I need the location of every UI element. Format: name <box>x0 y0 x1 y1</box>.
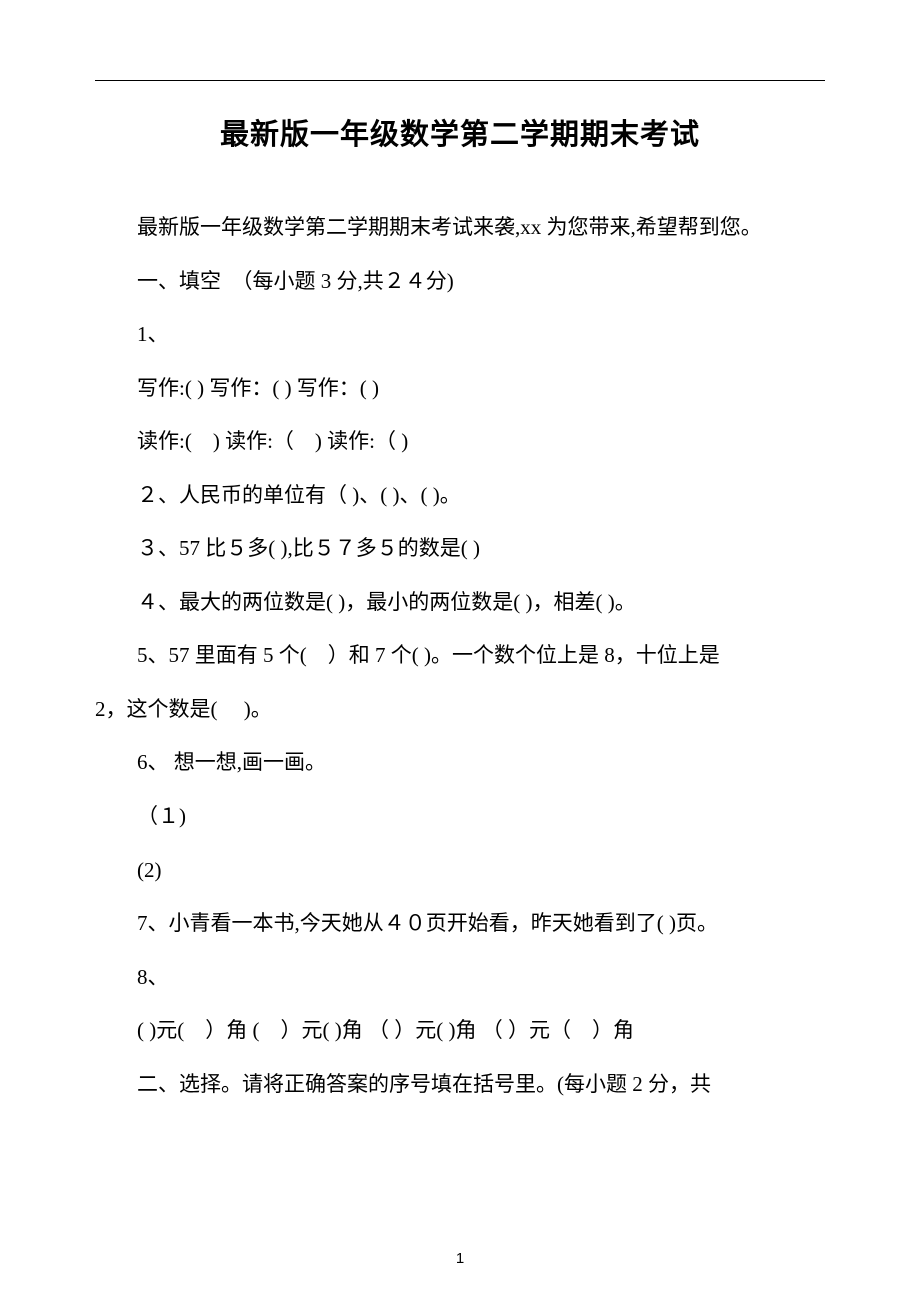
question-2: ２、人民币的单位有（ )、( )、( )。 <box>95 469 825 523</box>
question-6: 6、 想一想,画一画。 <box>95 736 825 790</box>
question-3: ３、57 比５多( ),比５７多５的数是( ) <box>95 522 825 576</box>
page-number: 1 <box>0 1250 920 1267</box>
section-2-header: 二、选择。请将正确答案的序号填在括号里。(每小题 2 分，共 <box>95 1058 825 1112</box>
question-8: 8、 <box>95 951 825 1005</box>
document-page: 最新版一年级数学第二学期期末考试 最新版一年级数学第二学期期末考试来袭,xx 为… <box>0 0 920 1151</box>
question-6-sub-2: (2) <box>95 844 825 898</box>
question-1-line-1: 写作:( ) 写作：( ) 写作：( ) <box>95 362 825 416</box>
question-6-sub-1: （１) <box>95 790 825 844</box>
question-1: 1、 <box>95 308 825 362</box>
question-5: 5、57 里面有 5 个( ）和 7 个( )。一个数个位上是 8，十位上是 <box>95 629 825 683</box>
document-body: 最新版一年级数学第二学期期末考试来袭,xx 为您带来,希望帮到您。 一、填空 （… <box>95 201 825 1111</box>
document-title: 最新版一年级数学第二学期期末考试 <box>95 111 825 153</box>
intro-paragraph: 最新版一年级数学第二学期期末考试来袭,xx 为您带来,希望帮到您。 <box>95 201 825 255</box>
question-5-continuation: 2，这个数是( )。 <box>95 683 825 737</box>
header-rule <box>95 80 825 81</box>
question-7: 7、小青看一本书,今天她从４０页开始看，昨天她看到了( )页。 <box>95 897 825 951</box>
question-4: ４、最大的两位数是( )，最小的两位数是( )，相差( )。 <box>95 576 825 630</box>
section-1-header: 一、填空 （每小题 3 分,共２４分) <box>95 255 825 309</box>
question-8-line: ( )元( ）角 ( ）元( )角 （ ）元( )角 （ ）元（ ）角 <box>95 1004 825 1058</box>
question-1-line-2: 读作:( ) 读作:（ ) 读作:（ ) <box>95 415 825 469</box>
